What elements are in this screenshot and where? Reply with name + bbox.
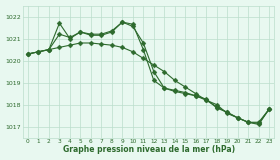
X-axis label: Graphe pression niveau de la mer (hPa): Graphe pression niveau de la mer (hPa) xyxy=(62,145,235,154)
